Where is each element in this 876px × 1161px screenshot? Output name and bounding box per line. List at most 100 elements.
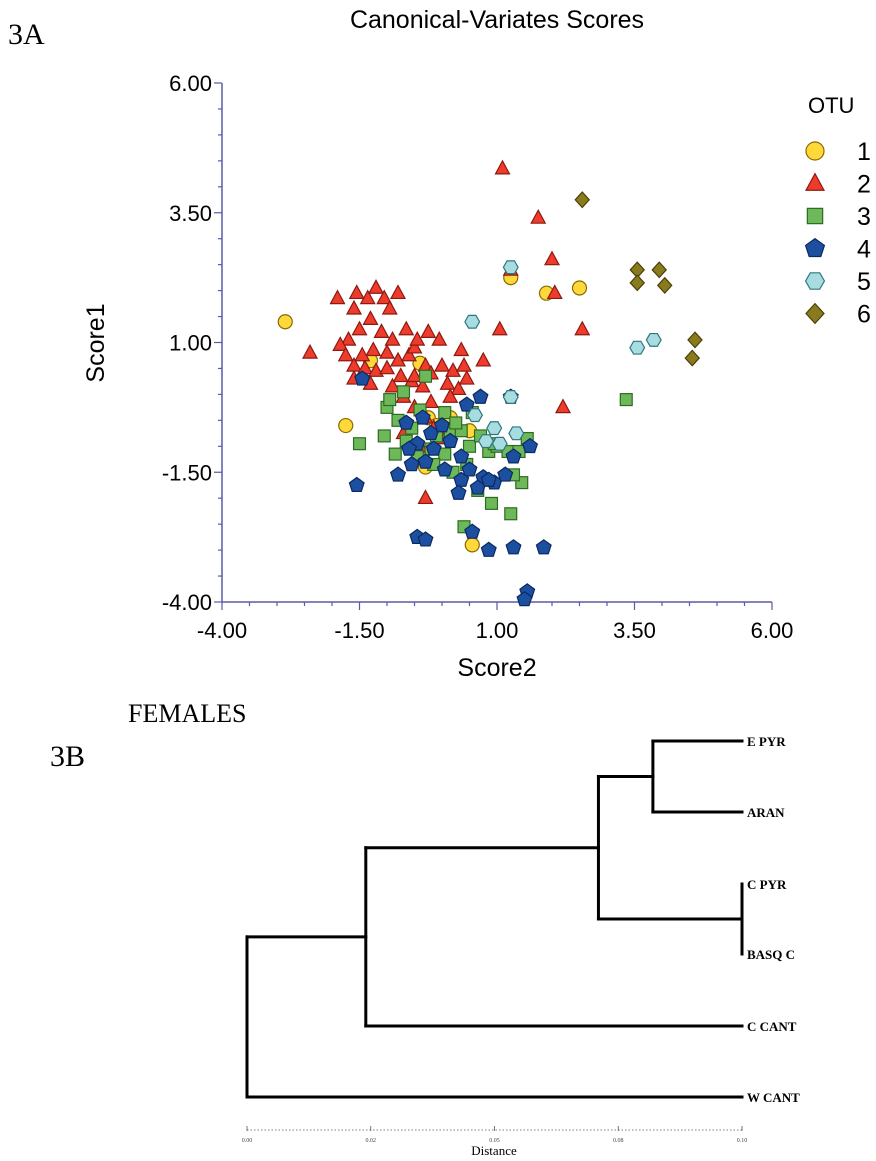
scatter-point-otu-5 xyxy=(508,426,525,441)
scatter-point-otu-2 xyxy=(398,320,415,336)
scatter-point-otu-2 xyxy=(530,208,547,224)
legend: 1 2 3 4 5 6 xyxy=(804,138,871,329)
x-tick-label: -1.50 xyxy=(334,618,384,643)
scatter-point-otu-6 xyxy=(629,274,646,292)
scatter-point-otu-2 xyxy=(329,289,346,305)
scatter-point-otu-2 xyxy=(406,338,423,354)
scatter-point-otu-2 xyxy=(431,330,448,346)
scatter-point-otu-4 xyxy=(453,471,470,487)
scatter-point-otu-2 xyxy=(453,341,470,357)
y-tick-label: -1.50 xyxy=(162,460,212,485)
scatter-point-otu-4 xyxy=(433,417,451,433)
scatter-axes: -4.00 -1.50 1.00 3.50 6.00 -4.00 -1.50 1.00 3.50… xyxy=(162,71,794,643)
scatter-point-otu-5 xyxy=(502,260,519,275)
scatter-point-otu-2 xyxy=(378,343,396,359)
scatter-point-otu-5 xyxy=(464,314,481,329)
scatter-title: Canonical-Variates Scores xyxy=(350,6,644,34)
scatter-point-otu-2 xyxy=(389,351,407,367)
scatter-point-otu-2 xyxy=(354,346,371,362)
dendrogram-axis-tick-label: 0.08 xyxy=(613,1138,624,1144)
scatter-point-otu-2 xyxy=(420,323,437,338)
x-tick-label: 1.00 xyxy=(476,618,519,643)
legend-marker-3 xyxy=(806,207,824,225)
dendrogram-axis-tick-label: 0.10 xyxy=(737,1138,748,1144)
scatter-point-otu-2 xyxy=(409,330,426,346)
scatter-point-otu-3 xyxy=(418,369,433,383)
scatter-point-otu-4 xyxy=(464,523,481,539)
scatter-point-otu-5 xyxy=(502,390,519,404)
dendrogram-leaf-label: W CANT xyxy=(747,1090,800,1105)
scatter-point-otu-2 xyxy=(400,346,418,362)
scatter-point-otu-2 xyxy=(367,362,385,377)
scatter-point-otu-3 xyxy=(352,437,367,451)
scatter-point-otu-2 xyxy=(301,343,319,359)
x-axis-label: Score2 xyxy=(457,654,536,682)
scatter-point-otu-2 xyxy=(359,289,376,305)
scatter-point-otu-2 xyxy=(491,320,508,336)
legend-marker-5 xyxy=(804,272,826,290)
scatter-point-otu-2 xyxy=(381,299,398,315)
scatter-point-otu-3 xyxy=(619,393,633,407)
scatter-point-otu-2 xyxy=(378,359,396,375)
scatter-point-otu-2 xyxy=(574,320,591,336)
scatter-point-otu-3 xyxy=(484,496,499,510)
y-tick-label: -4.00 xyxy=(162,590,212,615)
legend-label-4: 4 xyxy=(857,236,871,264)
scatter-point-otu-2 xyxy=(554,398,572,414)
scatter-point-otu-3 xyxy=(383,393,397,407)
scatter-point-otu-4 xyxy=(505,448,522,464)
scatter-point-otu-2 xyxy=(337,346,354,362)
scatter-point-otu-2 xyxy=(439,375,456,390)
scatter-point-otu-4 xyxy=(480,541,497,557)
scatter-point-otu-6 xyxy=(656,276,673,295)
scatter-point-otu-1 xyxy=(277,314,293,330)
scatter-point-otu-2 xyxy=(458,369,475,385)
panel-a-label: 3A xyxy=(8,18,45,51)
scatter-point-otu-4 xyxy=(403,456,420,472)
y-tick-label: 1.00 xyxy=(169,331,212,356)
x-tick-label: -4.00 xyxy=(197,618,247,643)
scatter-point-otu-2 xyxy=(494,159,511,175)
scatter-points xyxy=(277,159,703,607)
scatter-point-otu-4 xyxy=(458,396,475,412)
scatter-point-otu-2 xyxy=(362,310,379,325)
scatter-point-otu-4 xyxy=(472,388,489,404)
scatter-point-otu-2 xyxy=(373,323,390,338)
scatter-point-otu-3 xyxy=(388,447,402,461)
scatter-point-otu-2 xyxy=(455,356,473,372)
scatter-point-otu-4 xyxy=(450,484,467,500)
scatter-point-otu-3 xyxy=(504,507,518,521)
scatter-point-otu-2 xyxy=(384,330,401,346)
scatter-point-otu-2 xyxy=(417,489,434,505)
legend-label-3: 3 xyxy=(857,203,871,231)
legend-label-5: 5 xyxy=(857,268,871,296)
scatter-point-otu-3 xyxy=(449,416,463,430)
dendrogram-axis: 0.00 0.02 0.05 0.08 0.10 xyxy=(242,1126,748,1144)
dendrogram-leaf-label: C CANT xyxy=(747,1019,797,1034)
legend-marker-2 xyxy=(804,172,826,191)
scatter-point-otu-4 xyxy=(505,539,522,555)
scatter-point-otu-2 xyxy=(345,299,363,315)
scatter-point-otu-2 xyxy=(450,380,467,396)
scatter-point-otu-1 xyxy=(571,280,588,296)
scatter-point-otu-2 xyxy=(348,284,365,300)
scatter-point-otu-1 xyxy=(338,417,354,434)
scatter-point-otu-2 xyxy=(332,336,349,351)
scatter-point-otu-2 xyxy=(543,250,561,266)
scatter-point-otu-4 xyxy=(480,471,497,487)
scatter-point-otu-6 xyxy=(651,261,668,279)
scatter-point-otu-4 xyxy=(354,370,371,386)
scatter-point-otu-4 xyxy=(414,409,431,425)
scatter-point-otu-4 xyxy=(516,590,533,607)
scatter-point-otu-5 xyxy=(477,434,495,449)
scatter-point-otu-2 xyxy=(444,362,462,377)
scatter-point-otu-2 xyxy=(422,393,440,409)
scatter-point-otu-4 xyxy=(425,440,442,456)
scatter-point-otu-2 xyxy=(433,356,451,372)
y-axis-label: Score1 xyxy=(82,303,110,382)
dendrogram-leaf-label: ARAN xyxy=(747,805,785,820)
scatter-point-otu-2 xyxy=(340,330,357,346)
scatter-point-otu-2 xyxy=(546,284,563,300)
scatter-point-otu-2 xyxy=(392,367,409,383)
